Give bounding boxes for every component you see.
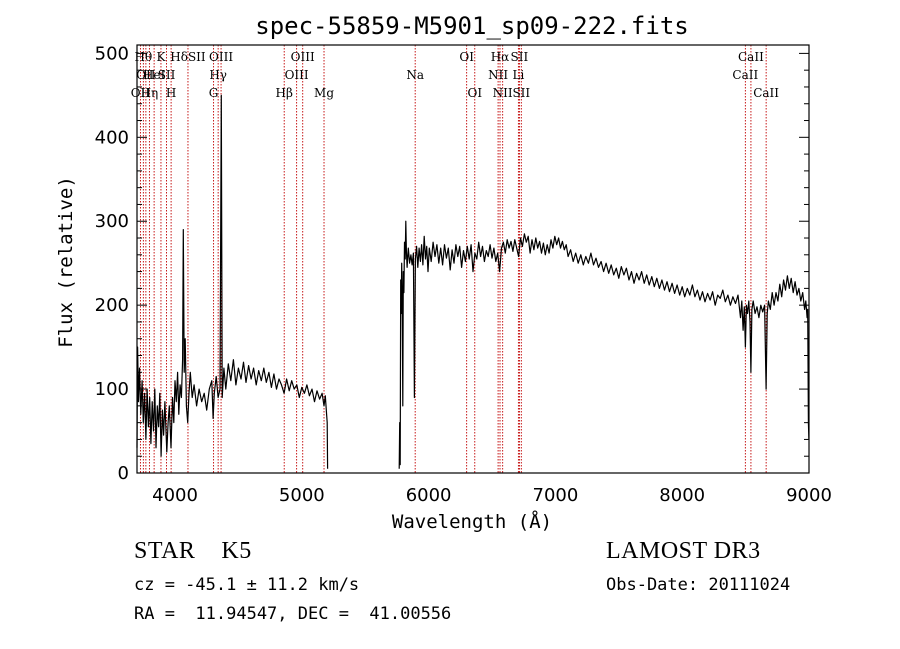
obs-date: Obs-Date: 20111024	[606, 575, 791, 595]
spectral-line-label: Hα	[491, 50, 510, 64]
spectral-line-label: H	[166, 86, 176, 100]
x-tick-label: 8000	[659, 485, 705, 506]
spectral-line-label: NII	[488, 68, 508, 82]
spectral-line-label: HδSII	[170, 50, 206, 64]
spectral-line-label: HeI	[143, 68, 166, 82]
coordinates: RA = 11.94547, DEC = 41.00556	[134, 604, 452, 624]
x-tick-label: 9000	[786, 485, 832, 506]
spectral-line-label: OII	[136, 68, 156, 82]
redshift-value: cz = -45.1 ± 11.2 km/s	[134, 575, 360, 595]
x-tick-label: 6000	[406, 485, 452, 506]
y-tick-label: 500	[95, 43, 129, 64]
spectral-line-labels: OIIHθOIIHηHeIKSIIHHδSIIGHγOIIIHβOIIIOIII…	[131, 50, 780, 100]
x-axis: 4000 5000 6000 7000 8000 9000	[136, 45, 832, 506]
spectral-line-label: Hη	[141, 86, 159, 100]
x-tick-label: 5000	[279, 485, 325, 506]
chart-title: spec-55859-M5901_sp09-222.fits	[255, 12, 688, 40]
object-class: STAR K5	[134, 538, 252, 564]
spectral-line-label: Hβ	[276, 86, 293, 100]
spectral-line-label: CaII	[753, 86, 779, 100]
spectral-line-label: OIII	[209, 50, 233, 64]
y-tick-label: 200	[95, 295, 129, 316]
y-tick-label: 400	[95, 127, 129, 148]
y-tick-label: 300	[95, 211, 129, 232]
spectral-line-label: Li	[512, 68, 524, 82]
spectral-line-label: OIII	[291, 50, 315, 64]
spectral-line-label: CaII	[732, 68, 758, 82]
spectral-line-label: OI	[459, 50, 474, 64]
spectral-line-label: Mg	[314, 86, 334, 100]
spectrum-line	[136, 94, 810, 469]
spectral-line-label: K	[156, 50, 166, 64]
y-axis-label: Flux (relative)	[55, 176, 77, 348]
spectral-line-label: CaII	[738, 50, 764, 64]
plot-frame	[136, 44, 810, 474]
spectral-line-label: SII	[512, 86, 530, 100]
spectral-line-label: Hγ	[209, 68, 227, 82]
x-tick-label: 7000	[533, 485, 579, 506]
y-tick-label: 100	[95, 379, 129, 400]
spectral-line-label: NII	[493, 86, 513, 100]
survey-name: LAMOST DR3	[606, 538, 761, 564]
spectral-line-label: OIII	[285, 68, 309, 82]
spectral-line-label: Na	[406, 68, 424, 82]
spectral-line-label: OI	[467, 86, 482, 100]
x-axis-label: Wavelength (Å)	[392, 510, 552, 533]
spectral-line-label: OII	[131, 86, 151, 100]
spectral-line-label: G	[209, 86, 219, 100]
y-axis: 0 100 200 300 400 500	[95, 43, 809, 484]
y-tick-label: 0	[118, 463, 129, 484]
spectral-line-label: SII	[158, 68, 176, 82]
x-tick-label: 4000	[152, 485, 198, 506]
spectral-line-label: SII	[511, 50, 529, 64]
